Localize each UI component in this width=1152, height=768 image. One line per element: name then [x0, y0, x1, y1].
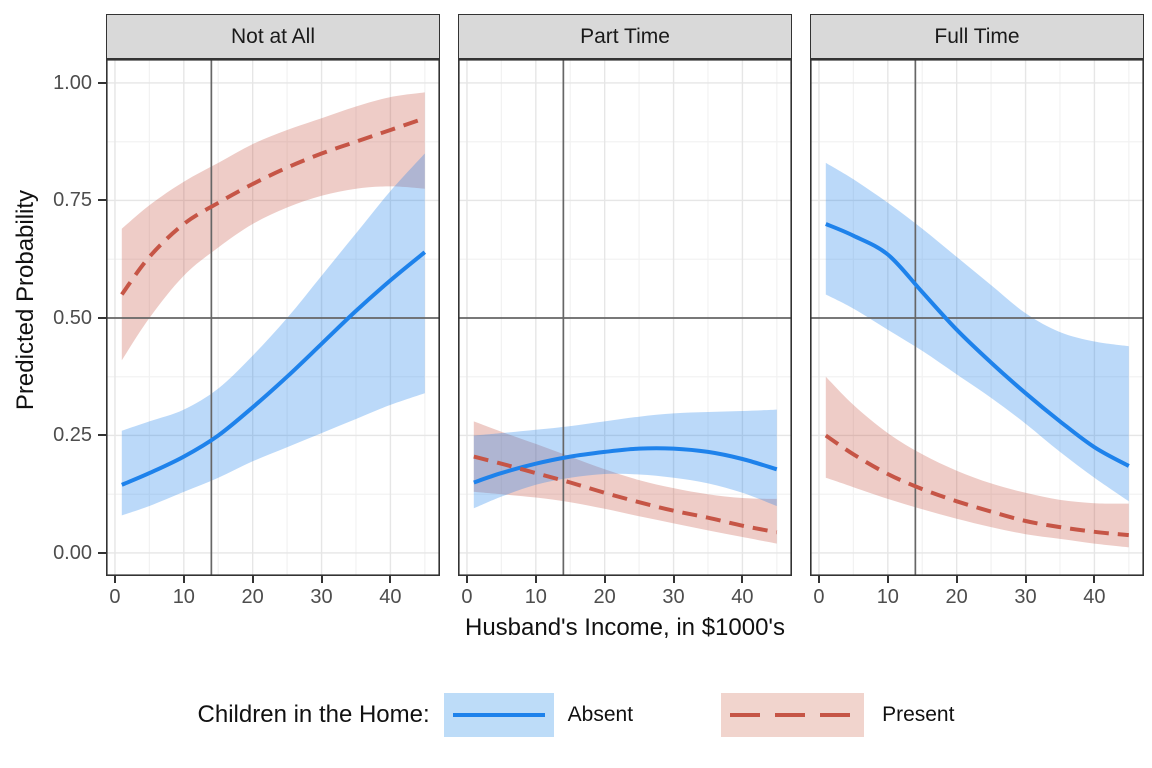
x-tick-mark	[534, 576, 537, 583]
y-tick-label: 0.75	[53, 189, 92, 212]
y-tick-mark	[98, 81, 106, 84]
x-axis-title: Husband's Income, in $1000's	[464, 614, 786, 641]
x-tick-mark	[465, 576, 468, 583]
panel-border	[106, 59, 440, 576]
y-tick-label: 0.00	[53, 541, 92, 564]
y-tick-mark	[98, 199, 106, 202]
x-tick-label: 40	[731, 586, 754, 608]
y-tick-label: 0.50	[53, 306, 92, 329]
x-tick-label: 10	[172, 586, 195, 608]
x-tick-label: 10	[876, 586, 899, 608]
dashed-line-swatch-icon	[730, 713, 856, 717]
facet-panel-plot	[106, 59, 440, 576]
x-tick-label: 20	[945, 586, 968, 608]
legend-key-absent	[443, 693, 554, 737]
x-tick-mark	[955, 576, 958, 583]
x-tick-mark	[741, 576, 744, 583]
x-tick-mark	[1024, 576, 1027, 583]
x-tick-mark	[251, 576, 254, 583]
present-confidence-ribbon	[121, 92, 425, 361]
facet-strip-label: Not at All	[106, 14, 440, 59]
x-tick-mark	[886, 576, 889, 583]
x-tick-mark	[320, 576, 323, 583]
facet-strip-label: Part Time	[458, 14, 792, 59]
panel-border	[458, 59, 792, 576]
x-tick-label: 40	[379, 586, 402, 608]
y-tick-mark	[98, 434, 106, 437]
x-tick-label: 20	[593, 586, 616, 608]
x-tick-mark	[817, 576, 820, 583]
x-tick-label: 30	[1014, 586, 1037, 608]
x-tick-label: 10	[524, 586, 547, 608]
facet-full-time: Full Time	[810, 14, 1144, 576]
facet-not-at-all: Not at All	[106, 14, 440, 576]
present-line	[120, 116, 426, 296]
x-tick-mark	[672, 576, 675, 583]
x-tick-label: 30	[310, 586, 333, 608]
present-line	[824, 433, 1129, 538]
legend-label-present: Present	[882, 703, 955, 726]
present-line	[473, 454, 778, 535]
y-tick-label: 0.25	[53, 424, 92, 447]
x-tick-label: 0	[109, 586, 121, 608]
present-confidence-ribbon	[473, 421, 777, 544]
x-tick-mark	[1093, 576, 1096, 583]
facet-panel-plot	[458, 59, 792, 576]
absent-confidence-ribbon	[473, 409, 777, 509]
absent-line	[825, 222, 1130, 468]
absent-line	[473, 446, 778, 485]
absent-confidence-ribbon	[121, 153, 425, 516]
y-axis-title: Predicted Probability	[12, 189, 39, 411]
legend-label-absent: Absent	[567, 703, 634, 726]
x-tick-mark	[603, 576, 606, 583]
legend-title: Children in the Home:	[197, 701, 430, 728]
legend: Children in the Home: Absent Present	[0, 692, 1152, 738]
x-tick-mark	[113, 576, 116, 583]
x-tick-mark	[182, 576, 185, 583]
facet-strip-label: Full Time	[810, 14, 1144, 59]
x-tick-mark	[389, 576, 392, 583]
x-tick-label: 0	[461, 586, 473, 608]
y-tick-mark	[98, 551, 106, 554]
absent-line	[121, 250, 427, 487]
facet-part-time: Part Time	[458, 14, 792, 576]
x-tick-label: 40	[1083, 586, 1106, 608]
panel-border	[810, 59, 1144, 576]
present-confidence-ribbon	[825, 376, 1129, 548]
x-tick-label: 30	[662, 586, 685, 608]
x-tick-label: 20	[241, 586, 264, 608]
facet-panel-plot	[810, 59, 1144, 576]
x-tick-label: 0	[813, 586, 825, 608]
y-tick-label: 1.00	[53, 71, 92, 94]
legend-key-present	[721, 693, 865, 737]
y-tick-mark	[98, 316, 106, 319]
solid-line-swatch-icon	[452, 713, 545, 717]
